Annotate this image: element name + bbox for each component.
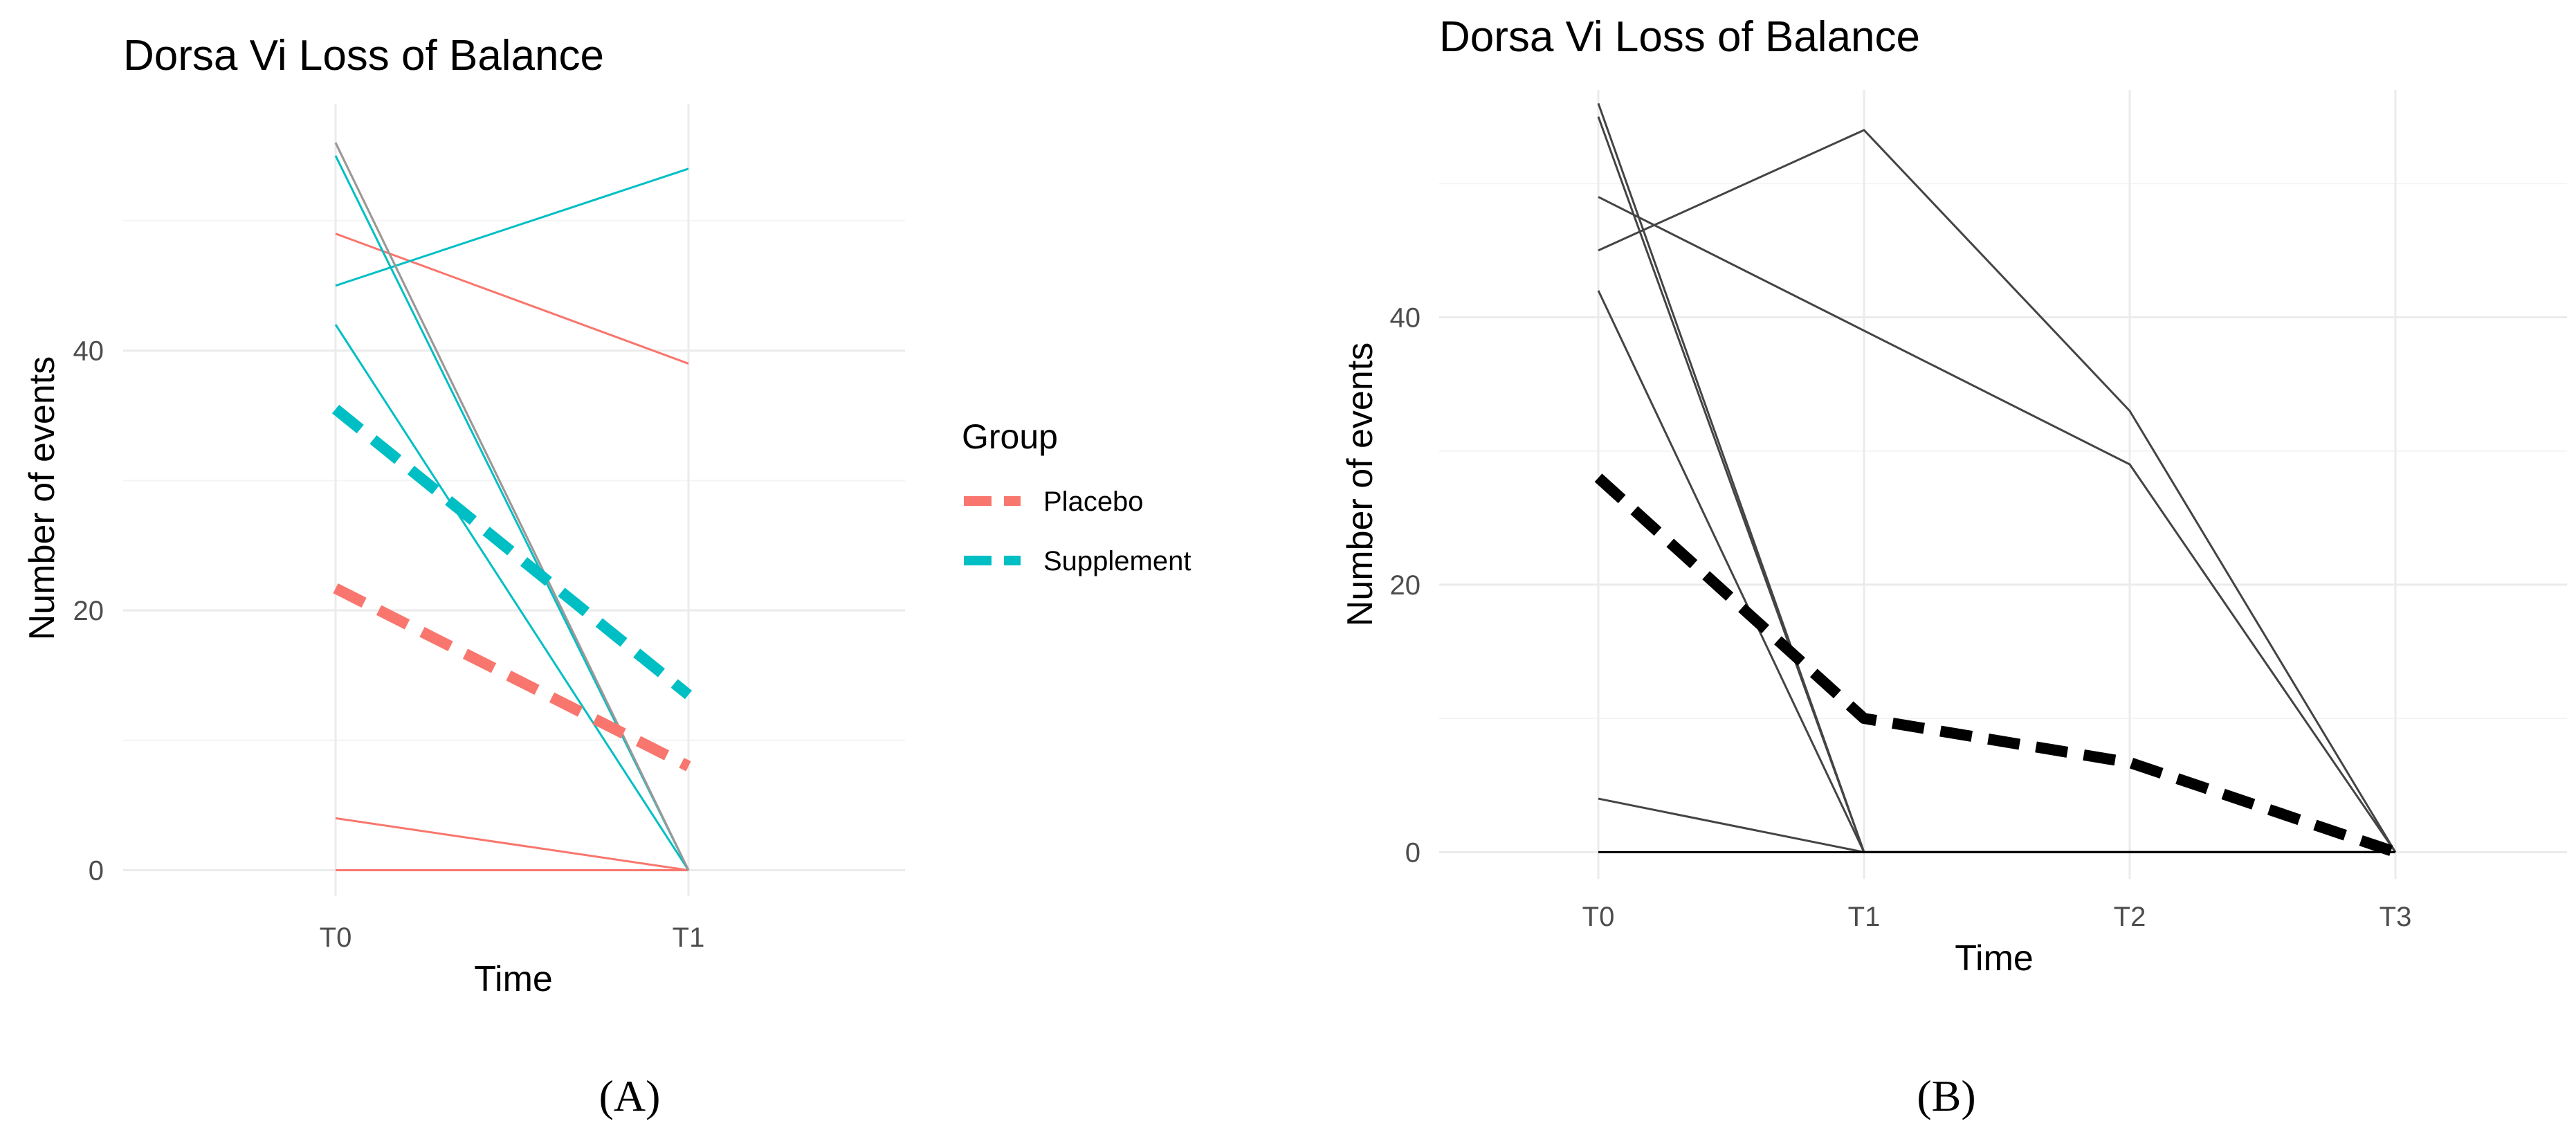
x-tick-label: T2 (2114, 902, 2146, 932)
panel-a-x-tick-labels: T0 T1 (320, 922, 705, 953)
panel-b-x-tick-labels: T0 T1 T2 T3 (1582, 902, 2412, 932)
y-tick-label: 20 (1390, 570, 1421, 601)
y-tick-label: 0 (89, 855, 104, 886)
panel-a-y-axis-title: Number of events (22, 356, 62, 640)
legend-label-placebo: Placebo (1043, 486, 1144, 517)
subject-trajectory-line (334, 324, 690, 871)
x-tick-label: T1 (673, 922, 705, 953)
panel-a-chart: Dorsa Vi Loss of Balance 0 20 40 T0 T1 Time… (22, 32, 905, 999)
panel-label-a: (A) (599, 1071, 661, 1120)
x-tick-label: T1 (1848, 902, 1881, 932)
x-tick-label: T0 (320, 922, 352, 953)
subject-trajectory-line (1598, 129, 2397, 853)
panel-a-x-axis-title: Time (474, 959, 553, 999)
mean-trend-line (1594, 473, 2397, 857)
y-tick-label: 20 (73, 596, 104, 626)
legend-label-supplement: Supplement (1043, 546, 1191, 576)
panel-b-x-axis-title: Time (1955, 938, 2034, 979)
panel-b-y-tick-labels: 0 20 40 (1390, 302, 1421, 868)
subject-trajectory-line (335, 817, 689, 871)
panel-b-y-axis-title: Number of events (1340, 343, 1380, 626)
panel-b-title: Dorsa Vi Loss of Balance (1439, 13, 1920, 61)
y-tick-label: 40 (73, 336, 104, 367)
subject-trajectory-line (335, 233, 689, 365)
y-tick-label: 0 (1405, 837, 1421, 868)
subject-trajectory-line (1597, 290, 2395, 853)
x-tick-label: T3 (2379, 902, 2412, 932)
x-tick-label: T0 (1582, 902, 1615, 932)
subject-trajectory-line (334, 142, 690, 871)
panel-a-gridlines (123, 104, 905, 896)
panel-label-b: (B) (1917, 1071, 1975, 1120)
y-tick-label: 40 (1390, 302, 1421, 333)
subject-trajectory-line (1598, 196, 2397, 853)
panel-b-series-lines (1594, 102, 2397, 857)
mean-trend-line (331, 404, 693, 700)
legend-title: Group (962, 417, 1058, 456)
panel-a-title: Dorsa Vi Loss of Balance (123, 32, 604, 80)
panel-a-y-tick-labels: 0 20 40 (73, 336, 104, 886)
panel-a-series-lines (331, 142, 693, 871)
mean-trend-line (333, 583, 691, 772)
group-legend: Group Placebo Supplement (962, 417, 1191, 576)
subject-trajectory-line (335, 167, 689, 287)
